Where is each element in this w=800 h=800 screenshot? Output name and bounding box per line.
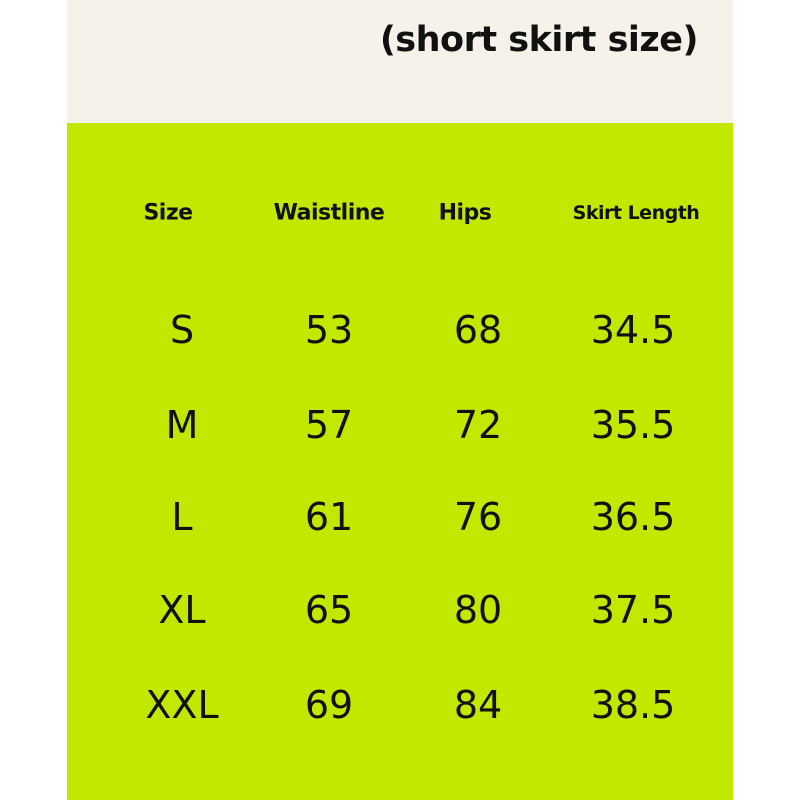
column-header: Size [143, 200, 193, 226]
table-cell: 72 [453, 403, 503, 447]
column-header: Skirt Length [572, 202, 700, 224]
table-cell: 38.5 [590, 683, 676, 727]
table-cell: L [171, 495, 193, 539]
table-cell: XL [158, 588, 206, 632]
column-header: Waistline [273, 200, 385, 226]
table-cell: XXL [145, 683, 219, 727]
table-cell: 57 [304, 403, 354, 447]
table-cell: 34.5 [590, 308, 676, 352]
table-cell: 68 [453, 308, 503, 352]
table-cell: 76 [453, 495, 503, 539]
table-cell: M [165, 403, 199, 447]
title-banner: (short skirt size) [67, 0, 733, 123]
table-cell: 37.5 [590, 588, 676, 632]
table-cell: 35.5 [590, 403, 676, 447]
column-header: Hips [438, 200, 492, 226]
table-cell: S [169, 308, 195, 352]
table-cell: 36.5 [590, 495, 676, 539]
chart-title: (short skirt size) [379, 20, 699, 60]
table-cell: 65 [304, 588, 354, 632]
size-table: Size Waistline Hips Skirt Length S 53 68 34.5 M 5… [67, 123, 733, 800]
table-cell: 53 [304, 308, 354, 352]
table-cell: 84 [453, 683, 503, 727]
table-cell: 80 [453, 588, 503, 632]
table-cell: 61 [304, 495, 354, 539]
size-chart: (short skirt size) Size Waistline Hips Skir… [67, 0, 733, 800]
table-cell: 69 [304, 683, 354, 727]
